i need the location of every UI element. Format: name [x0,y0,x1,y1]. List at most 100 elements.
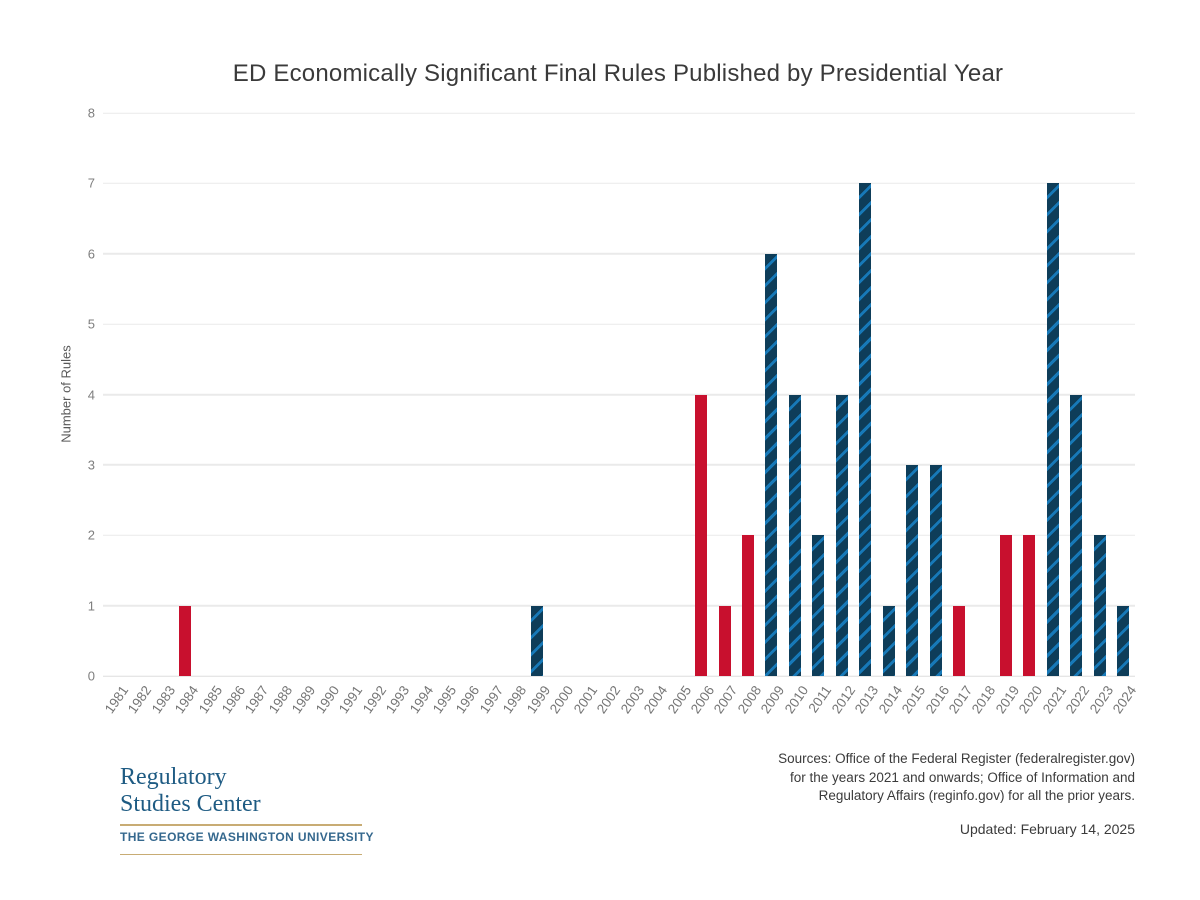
gridline-5 [103,323,1135,325]
logo-gold-rule-bottom [120,853,362,855]
bar-slot-1983: 1983 [148,113,178,716]
bar-1999 [530,605,543,676]
bar-slot-2021: 2021 [1040,113,1069,716]
x-tick-label-2023: 2023 [1086,683,1117,717]
bar-slot-1992: 1992 [359,113,389,716]
logo-name-line2: Studies Center [120,791,261,817]
x-tick-label-2016: 2016 [922,683,952,717]
x-tick-label-1984: 1984 [171,683,202,717]
x-tick-label-1985: 1985 [195,683,225,717]
bar-slot-2003: 2003 [617,113,647,716]
gridline-1 [103,604,1135,607]
bar-slot-1982: 1982 [125,113,155,716]
y-tick-labels: 0 1 2 3 4 5 6 7 8 [55,107,95,683]
x-tick-label-2010: 2010 [781,683,812,717]
x-tick-label-2004: 2004 [640,683,671,717]
bar-slot-2020: 2020 [1016,113,1046,716]
bar-slot-1987: 1987 [242,113,272,716]
logo-gold-rule-top [120,824,362,826]
bar-slot-2016: 2016 [922,113,952,716]
y-tick-label-3: 3 [87,457,95,473]
sources-line-3: Regulatory Affairs (reginfo.gov) for all… [818,788,1135,803]
bar-slot-2024: 2024 [1110,113,1140,716]
bar-slot-2012: 2012 [829,113,858,716]
bar-slot-2007: 2007 [711,113,741,716]
y-tick-label-2: 2 [87,527,95,543]
x-tick-label-2001: 2001 [570,683,601,717]
x-tick-label-2024: 2024 [1109,683,1140,717]
x-tick-label-1997: 1997 [476,683,507,717]
bar-2012 [835,394,848,676]
bar-slot-2004: 2004 [641,113,671,716]
x-tick-label-2017: 2017 [945,683,976,717]
bar-slot-1981: 1981 [102,113,132,716]
bar-slot-2002: 2002 [594,113,624,716]
x-tick-label-1991: 1991 [336,683,366,717]
bar-2009 [765,253,778,676]
bar-2016 [929,464,942,676]
y-tick-label-7: 7 [87,175,95,191]
logo-university-name: THE GEORGE WASHINGTON UNIVERSITY [120,829,374,844]
x-tick-label-1982: 1982 [124,683,155,717]
bar-slot-2001: 2001 [571,113,601,716]
bar-slot-1994: 1994 [406,113,436,716]
bar-2017 [953,605,966,676]
x-tick-label-1990: 1990 [312,683,343,717]
x-tick-label-1988: 1988 [265,683,296,717]
bar-slot-1998: 1998 [500,113,530,716]
bar-slot-1993: 1993 [383,113,413,716]
x-tick-label-2015: 2015 [898,683,929,717]
bar-2007 [718,605,731,676]
updated-date: Updated: February 14, 2025 [959,821,1135,837]
x-tick-label-2022: 2022 [1063,683,1093,717]
bar-slot-2018: 2018 [969,113,999,716]
bar-slot-1985: 1985 [195,113,225,716]
bar-slot-2000: 2000 [547,113,577,716]
x-tick-label-2011: 2011 [805,683,835,716]
x-tick-label-2019: 2019 [992,683,1023,717]
gridline-7 [103,182,1135,185]
x-tick-label-1986: 1986 [218,683,249,717]
bar-slot-1991: 1991 [336,113,366,716]
bar-2021 [1046,183,1059,676]
bar-2015 [906,464,919,676]
bar-slot-2014: 2014 [875,113,905,716]
x-tick-label-1989: 1989 [289,683,319,717]
bar-slot-1999: 1999 [524,113,553,716]
bars-row: 1981 1982 1983 1984 1985 1986 1987 1988 1989 1990… [102,113,1140,716]
bar-slot-1988: 1988 [266,113,296,716]
y-tick-label-1: 1 [87,598,95,614]
x-tick-label-2021: 2021 [1039,683,1070,717]
gridline-2 [103,534,1135,536]
y-tick-label-4: 4 [87,387,95,402]
bar-slot-2008: 2008 [735,113,764,716]
x-tick-label-1981: 1981 [101,683,132,717]
y-tick-label-0: 0 [87,668,95,684]
x-tick-label-2012: 2012 [828,683,859,717]
x-tick-label-2018: 2018 [969,683,999,717]
y-tick-label-6: 6 [87,246,95,262]
x-tick-label-1995: 1995 [429,683,460,717]
bar-2024 [1117,605,1130,676]
gridline-6 [103,253,1135,255]
x-tick-label-1983: 1983 [148,683,178,717]
bar-2014 [882,605,895,676]
bar-slot-1995: 1995 [430,113,460,716]
bar-slot-2009: 2009 [758,113,788,716]
x-tick-label-2006: 2006 [687,683,718,717]
bar-slot-2013: 2013 [852,113,882,716]
bar-slot-1996: 1996 [453,113,483,716]
x-tick-label-2008: 2008 [734,683,765,717]
x-tick-label-1992: 1992 [359,683,390,717]
bar-slot-1990: 1990 [313,113,343,716]
gridline-8 [103,112,1135,114]
bar-2023 [1093,535,1106,676]
sources-line-1: Sources: Office of the Federal Register … [778,751,1135,766]
x-tick-label-2003: 2003 [617,683,647,717]
x-tick-label-2014: 2014 [875,683,905,717]
bar-slot-2015: 2015 [899,113,928,716]
gridline-0 [103,675,1135,677]
bar-2010 [788,394,801,676]
